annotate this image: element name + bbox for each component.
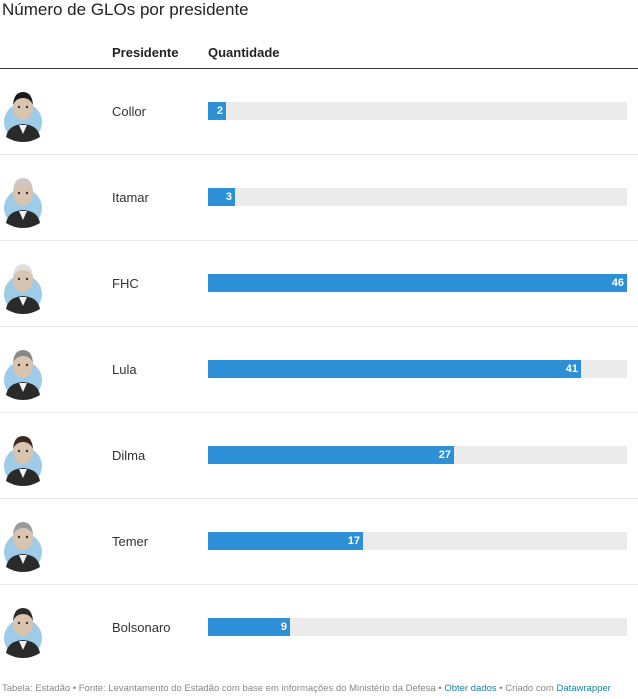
datawrapper-link[interactable]: Datawrapper	[556, 683, 611, 694]
get-data-link[interactable]: Obter dados	[444, 683, 497, 694]
president-name: FHC	[112, 276, 139, 291]
bar: 41	[208, 360, 581, 378]
bar-value-label: 17	[347, 535, 360, 547]
bar-track: 41	[208, 360, 627, 378]
footer-source: Tabela: Estadão • Fonte: Levantamento do…	[2, 683, 442, 694]
bar-value-label: 41	[565, 363, 578, 375]
president-portrait	[2, 81, 44, 143]
president-name: Lula	[112, 362, 137, 377]
president-portrait	[2, 597, 44, 659]
bar: 3	[208, 188, 235, 206]
president-name: Bolsonaro	[112, 620, 171, 635]
column-header-quantity: Quantidade	[208, 45, 280, 60]
table-row: Bolsonaro 9	[0, 585, 638, 670]
bar-track: 9	[208, 618, 627, 636]
table-row: Lula 41	[0, 327, 638, 413]
table-row: FHC 46	[0, 241, 638, 327]
president-name: Collor	[112, 104, 146, 119]
president-portrait	[2, 425, 44, 487]
bar: 9	[208, 618, 290, 636]
column-header-president: Presidente	[112, 45, 179, 60]
president-portrait	[2, 167, 44, 229]
bar-track: 17	[208, 532, 627, 550]
table-row: Dilma 27	[0, 413, 638, 499]
bar-value-label: 3	[225, 191, 232, 203]
bar-value-label: 2	[216, 105, 223, 117]
bar-value-label: 27	[438, 449, 451, 461]
table-row: Temer 17	[0, 499, 638, 585]
bar-track: 3	[208, 188, 627, 206]
bar-track: 2	[208, 102, 627, 120]
bar-value-label: 9	[280, 621, 287, 633]
table-body: Collor 2 Itamar 3 FHC 46 Lula 41 Dilma 27 Temer 17 B…	[0, 69, 638, 670]
bar: 2	[208, 102, 226, 120]
president-portrait	[2, 511, 44, 573]
president-name: Dilma	[112, 448, 146, 463]
table-header: Presidente Quantidade	[0, 40, 638, 69]
footer-created-with: • Criado com	[499, 683, 554, 694]
president-portrait	[2, 253, 44, 315]
president-name: Itamar	[112, 190, 149, 205]
footer: Tabela: Estadão • Fonte: Levantamento do…	[2, 683, 611, 694]
bar-value-label: 46	[611, 277, 624, 289]
bar: 17	[208, 532, 363, 550]
bar: 27	[208, 446, 454, 464]
bar-track: 27	[208, 446, 627, 464]
chart-title: Número de GLOs por presidente	[2, 0, 249, 19]
bar-track: 46	[208, 274, 627, 292]
table-row: Itamar 3	[0, 155, 638, 241]
bar: 46	[208, 274, 627, 292]
president-name: Temer	[112, 534, 149, 549]
president-portrait	[2, 339, 44, 401]
table-row: Collor 2	[0, 69, 638, 155]
